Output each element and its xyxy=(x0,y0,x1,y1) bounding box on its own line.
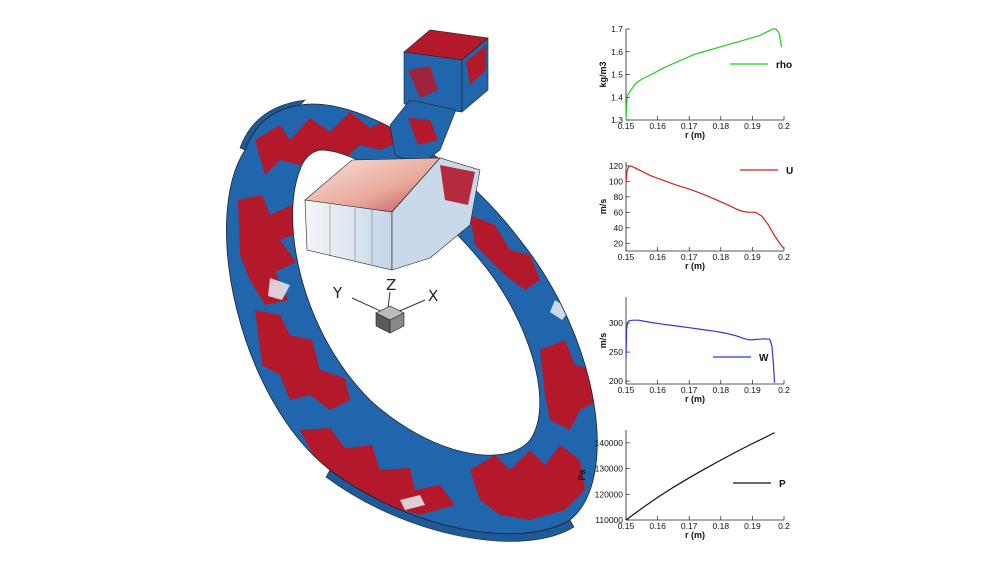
annulus-red-band xyxy=(300,428,455,515)
inlet-cube-red-patch xyxy=(466,45,486,85)
annulus-red-band xyxy=(238,195,300,305)
triad-z-axis xyxy=(387,291,391,309)
y-tick-label: 120 xyxy=(609,161,623,171)
triad-x-label: X xyxy=(428,287,438,305)
x-tick-label: 0.16 xyxy=(649,521,666,531)
y-tick-label: 250 xyxy=(609,347,623,357)
x-axis-label: r (m) xyxy=(685,130,705,140)
x-tick-label: 0.19 xyxy=(744,385,761,395)
legend-label-P: P xyxy=(779,479,786,490)
x-tick-label: 0.17 xyxy=(681,121,698,131)
outlet-box-red-patch xyxy=(440,165,475,205)
y-tick-label: 110000 xyxy=(595,515,623,525)
triad-y-axis xyxy=(351,297,386,314)
y-tick-label: 20 xyxy=(614,238,624,248)
y-axis-label: m/s xyxy=(598,199,608,215)
y-tick-label: 1.3 xyxy=(611,115,623,125)
x-tick-label: 0.16 xyxy=(649,121,666,131)
triad-cube-right xyxy=(389,312,405,334)
x-tick-label: 0.18 xyxy=(713,521,730,531)
series-line-rho xyxy=(625,28,783,121)
y-tick-label: 300 xyxy=(609,318,623,328)
x-tick-label: 0.2 xyxy=(778,121,790,131)
y-tick-label: 40 xyxy=(614,223,624,233)
legend-label-rho: rho xyxy=(776,60,792,71)
legend-label-W: W xyxy=(759,353,769,364)
triad-z-label: Z xyxy=(386,276,396,294)
x-tick-label: 0.18 xyxy=(713,385,730,395)
x-axis-label: r (m) xyxy=(685,394,705,404)
series-line-P xyxy=(625,432,775,521)
x-tick-label: 0.2 xyxy=(778,252,790,262)
x-tick-label: 0.15 xyxy=(618,121,635,131)
x-tick-label: 0.19 xyxy=(744,121,761,131)
inlet-neck-red-patch xyxy=(408,118,438,145)
annulus-red-band xyxy=(255,112,405,175)
y-tick-label: 1.5 xyxy=(611,70,623,80)
y-tick-label: 200 xyxy=(609,376,623,386)
x-tick-label: 0.17 xyxy=(681,385,698,395)
y-axis-label: kg/m3 xyxy=(598,61,608,87)
outlet-box-mesh-line xyxy=(329,205,373,264)
annulus-outer-outline xyxy=(226,103,598,535)
x-tick-label: 0.18 xyxy=(713,121,730,131)
y-tick-label: 1.7 xyxy=(611,24,623,34)
annulus-red-band xyxy=(255,310,350,410)
x-tick-label: 0.2 xyxy=(778,385,790,395)
inlet-cube-red-patch xyxy=(408,66,438,98)
y-tick-label: 120000 xyxy=(595,489,624,499)
chart-W: 0.15 0.16 0.17 0.18 0.19 0.2 200 250 300 r (m) m/s… xyxy=(598,297,790,404)
x-tick-label: 0.15 xyxy=(618,252,635,262)
y-axis-label: m/s xyxy=(598,333,608,349)
x-tick-label: 0.19 xyxy=(744,521,761,531)
y-tick-label: 100 xyxy=(609,176,623,186)
legend-label-U: U xyxy=(786,166,793,177)
annulus-inner-outline xyxy=(292,149,541,456)
series-line-U xyxy=(625,165,785,250)
x-tick-label: 0.15 xyxy=(618,521,635,531)
x-tick-label: 0.2 xyxy=(778,521,790,531)
x-tick-label: 0.15 xyxy=(618,385,635,395)
inlet-duct xyxy=(304,29,489,271)
y-tick-label: 80 xyxy=(614,192,624,202)
annulus-red-band xyxy=(540,340,598,430)
x-tick-label: 0.18 xyxy=(713,252,730,262)
x-tick-label: 0.17 xyxy=(681,252,698,262)
y-tick-label: 1.4 xyxy=(611,92,623,102)
y-axis-label: Pa xyxy=(577,469,587,481)
x-tick-label: 0.16 xyxy=(649,252,666,262)
y-tick-label: 140000 xyxy=(595,438,624,448)
outlet-box-front xyxy=(304,199,393,271)
y-tick-label: 60 xyxy=(614,207,624,217)
y-tick-label: 1.6 xyxy=(611,47,623,57)
series-line-W xyxy=(625,319,776,383)
x-tick-label: 0.19 xyxy=(744,252,761,262)
x-tick-label: 0.17 xyxy=(681,521,698,531)
radial-profile-charts: 0.15 0.16 0.17 0.18 0.19 0.2 1.3 1.4 1.5 1.6 1.7 r … xyxy=(577,24,793,540)
x-tick-label: 0.16 xyxy=(649,385,666,395)
x-axis-label: r (m) xyxy=(685,261,705,271)
x-axis-label: r (m) xyxy=(685,530,705,540)
y-tick-label: 130000 xyxy=(595,464,624,474)
chart-U: 0.15 0.16 0.17 0.18 0.19 0.2 20 40 60 80 100 120 r (… xyxy=(598,161,793,271)
triad-y-label: Y xyxy=(332,284,343,302)
annulus-red-band xyxy=(470,445,585,520)
annulus-red-band xyxy=(470,215,540,290)
chart-P: 0.15 0.16 0.17 0.18 0.19 0.2 110000 120000 13000… xyxy=(577,430,790,540)
chart-rho: 0.15 0.16 0.17 0.18 0.19 0.2 1.3 1.4 1.5 1.6 1.7 r … xyxy=(598,24,792,140)
axis-triad: Y Z X xyxy=(332,276,438,334)
